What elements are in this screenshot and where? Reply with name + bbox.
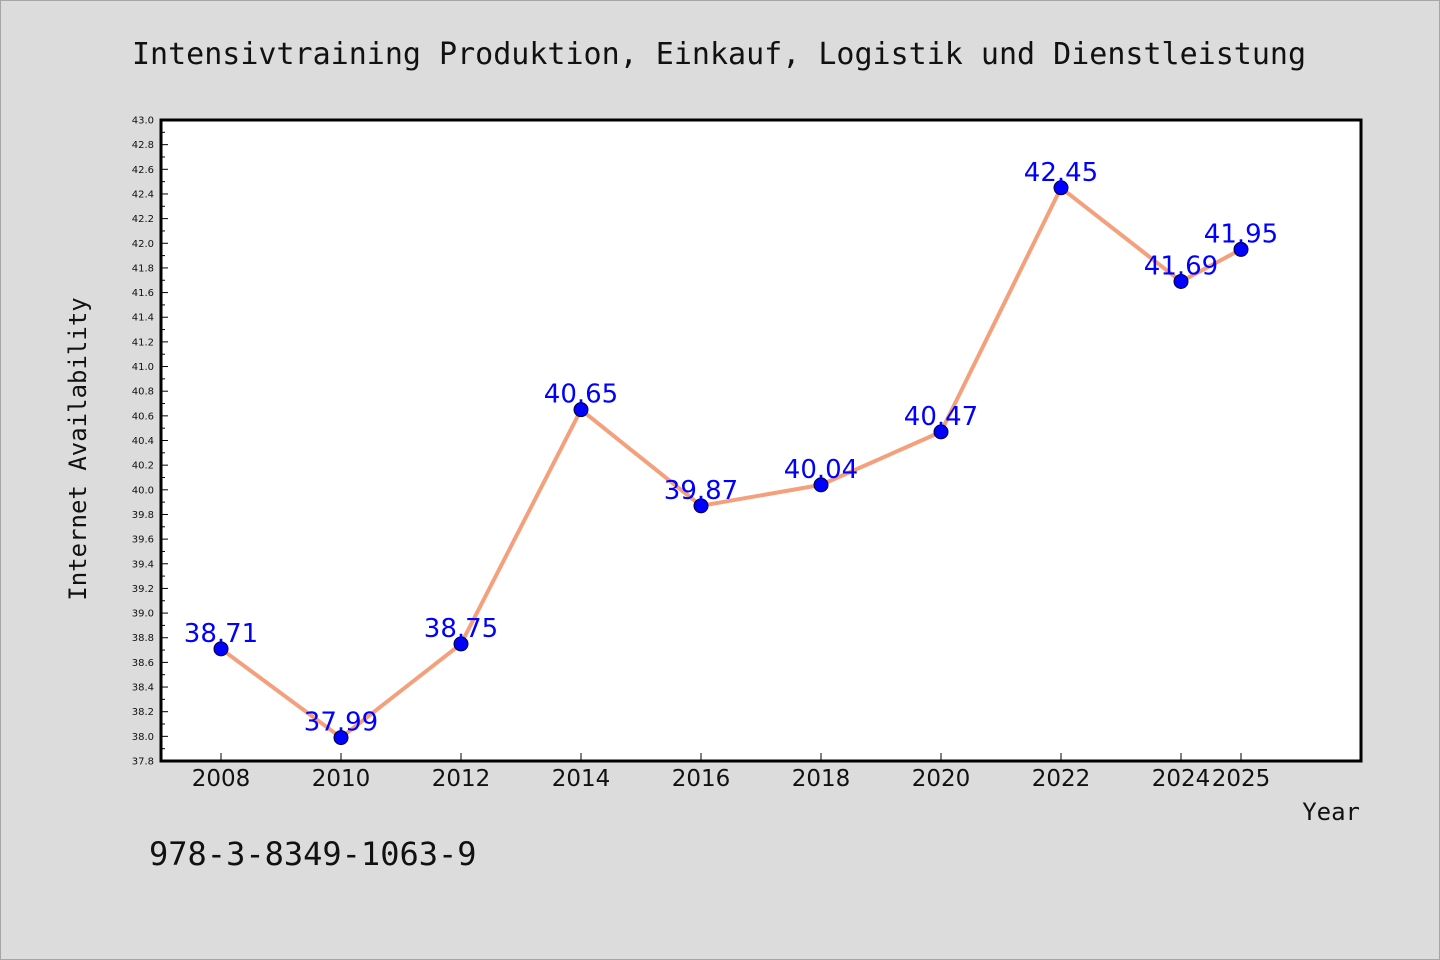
series-line [219, 185, 1243, 740]
plot-area [159, 118, 1363, 763]
x-tick-label: 2020 [912, 766, 971, 792]
data-label: 41.95 [1204, 219, 1278, 249]
data-point [1053, 180, 1069, 196]
y-tick-label: 39.6 [132, 535, 154, 546]
y-tick-label: 40.6 [132, 411, 154, 422]
y-tick-label: 40.2 [132, 461, 154, 472]
x-tick-label: 2012 [432, 766, 491, 792]
data-label: 42.45 [1024, 158, 1098, 188]
series-layer: 38.71 37.99 38.75 40.65 39.87 40.04 40.47 42.45… [184, 158, 1278, 746]
x-tick-label: 2016 [672, 766, 731, 792]
y-tick-label: 41.8 [132, 263, 154, 274]
y-tick-label: 41.2 [132, 337, 154, 348]
data-point [333, 730, 349, 746]
data-point [213, 641, 229, 657]
data-label: 40.47 [904, 402, 978, 432]
y-tick-label: 39.0 [132, 609, 154, 620]
data-label: 39.87 [664, 476, 738, 506]
data-point [1173, 273, 1189, 289]
y-tick-label: 41.0 [132, 362, 154, 373]
isbn-label: 978-3-8349-1063-9 [149, 835, 477, 873]
y-tick-label: 38.0 [132, 732, 154, 743]
x-axis: 2008 2010 2012 2014 2016 2018 2020 2022 2024 2025 [192, 753, 1271, 792]
y-tick-label: 42.0 [132, 239, 154, 250]
data-point [573, 402, 589, 418]
x-tick-label: 2025 [1212, 766, 1271, 792]
y-tick-label: 43.0 [132, 116, 154, 127]
y-axis-label: Internet Availability [64, 297, 92, 600]
data-point [453, 636, 469, 652]
y-tick-label: 40.8 [132, 387, 154, 398]
y-tick-label: 40.4 [132, 436, 154, 447]
y-tick-label: 40.0 [132, 485, 154, 496]
y-tick-label: 38.8 [132, 633, 154, 644]
data-label: 38.75 [424, 614, 498, 644]
x-axis-label: Year [1302, 798, 1360, 826]
data-label: 40.65 [544, 380, 618, 410]
y-tick-label: 41.4 [132, 313, 154, 324]
x-tick-label: 2014 [552, 766, 611, 792]
data-point [813, 477, 829, 493]
y-tick-label: 38.6 [132, 658, 154, 669]
x-tick-label: 2022 [1032, 766, 1091, 792]
y-tick-label: 37.8 [132, 757, 154, 768]
data-label: 37.99 [304, 708, 378, 738]
y-tick-label: 39.2 [132, 584, 154, 595]
y-axis: 37.8 38.0 38.2 38.4 38.6 38.8 39.0 39.2 39.4 39.6… [132, 116, 168, 768]
y-tick-label: 41.6 [132, 288, 154, 299]
y-tick-label: 39.8 [132, 510, 154, 521]
chart-title: Intensivtraining Produktion, Einkauf, Lo… [132, 37, 1306, 72]
data-point [933, 424, 949, 440]
y-tick-label: 38.4 [132, 683, 154, 694]
x-tick-label: 2010 [312, 766, 371, 792]
y-tick-label: 42.4 [132, 189, 154, 200]
data-point [693, 498, 709, 514]
data-label: 40.04 [784, 455, 858, 485]
data-label: 38.71 [184, 619, 258, 649]
y-tick-label: 39.4 [132, 559, 154, 570]
x-tick-label: 2018 [792, 766, 851, 792]
data-point [1233, 241, 1249, 257]
x-tick-label: 2008 [192, 766, 251, 792]
y-tick-label: 42.2 [132, 214, 154, 225]
y-tick-label: 42.6 [132, 165, 154, 176]
y-tick-label: 42.8 [132, 140, 154, 151]
y-tick-label: 38.2 [132, 707, 154, 718]
data-label: 41.69 [1144, 251, 1218, 281]
x-tick-label: 2024 [1152, 766, 1211, 792]
